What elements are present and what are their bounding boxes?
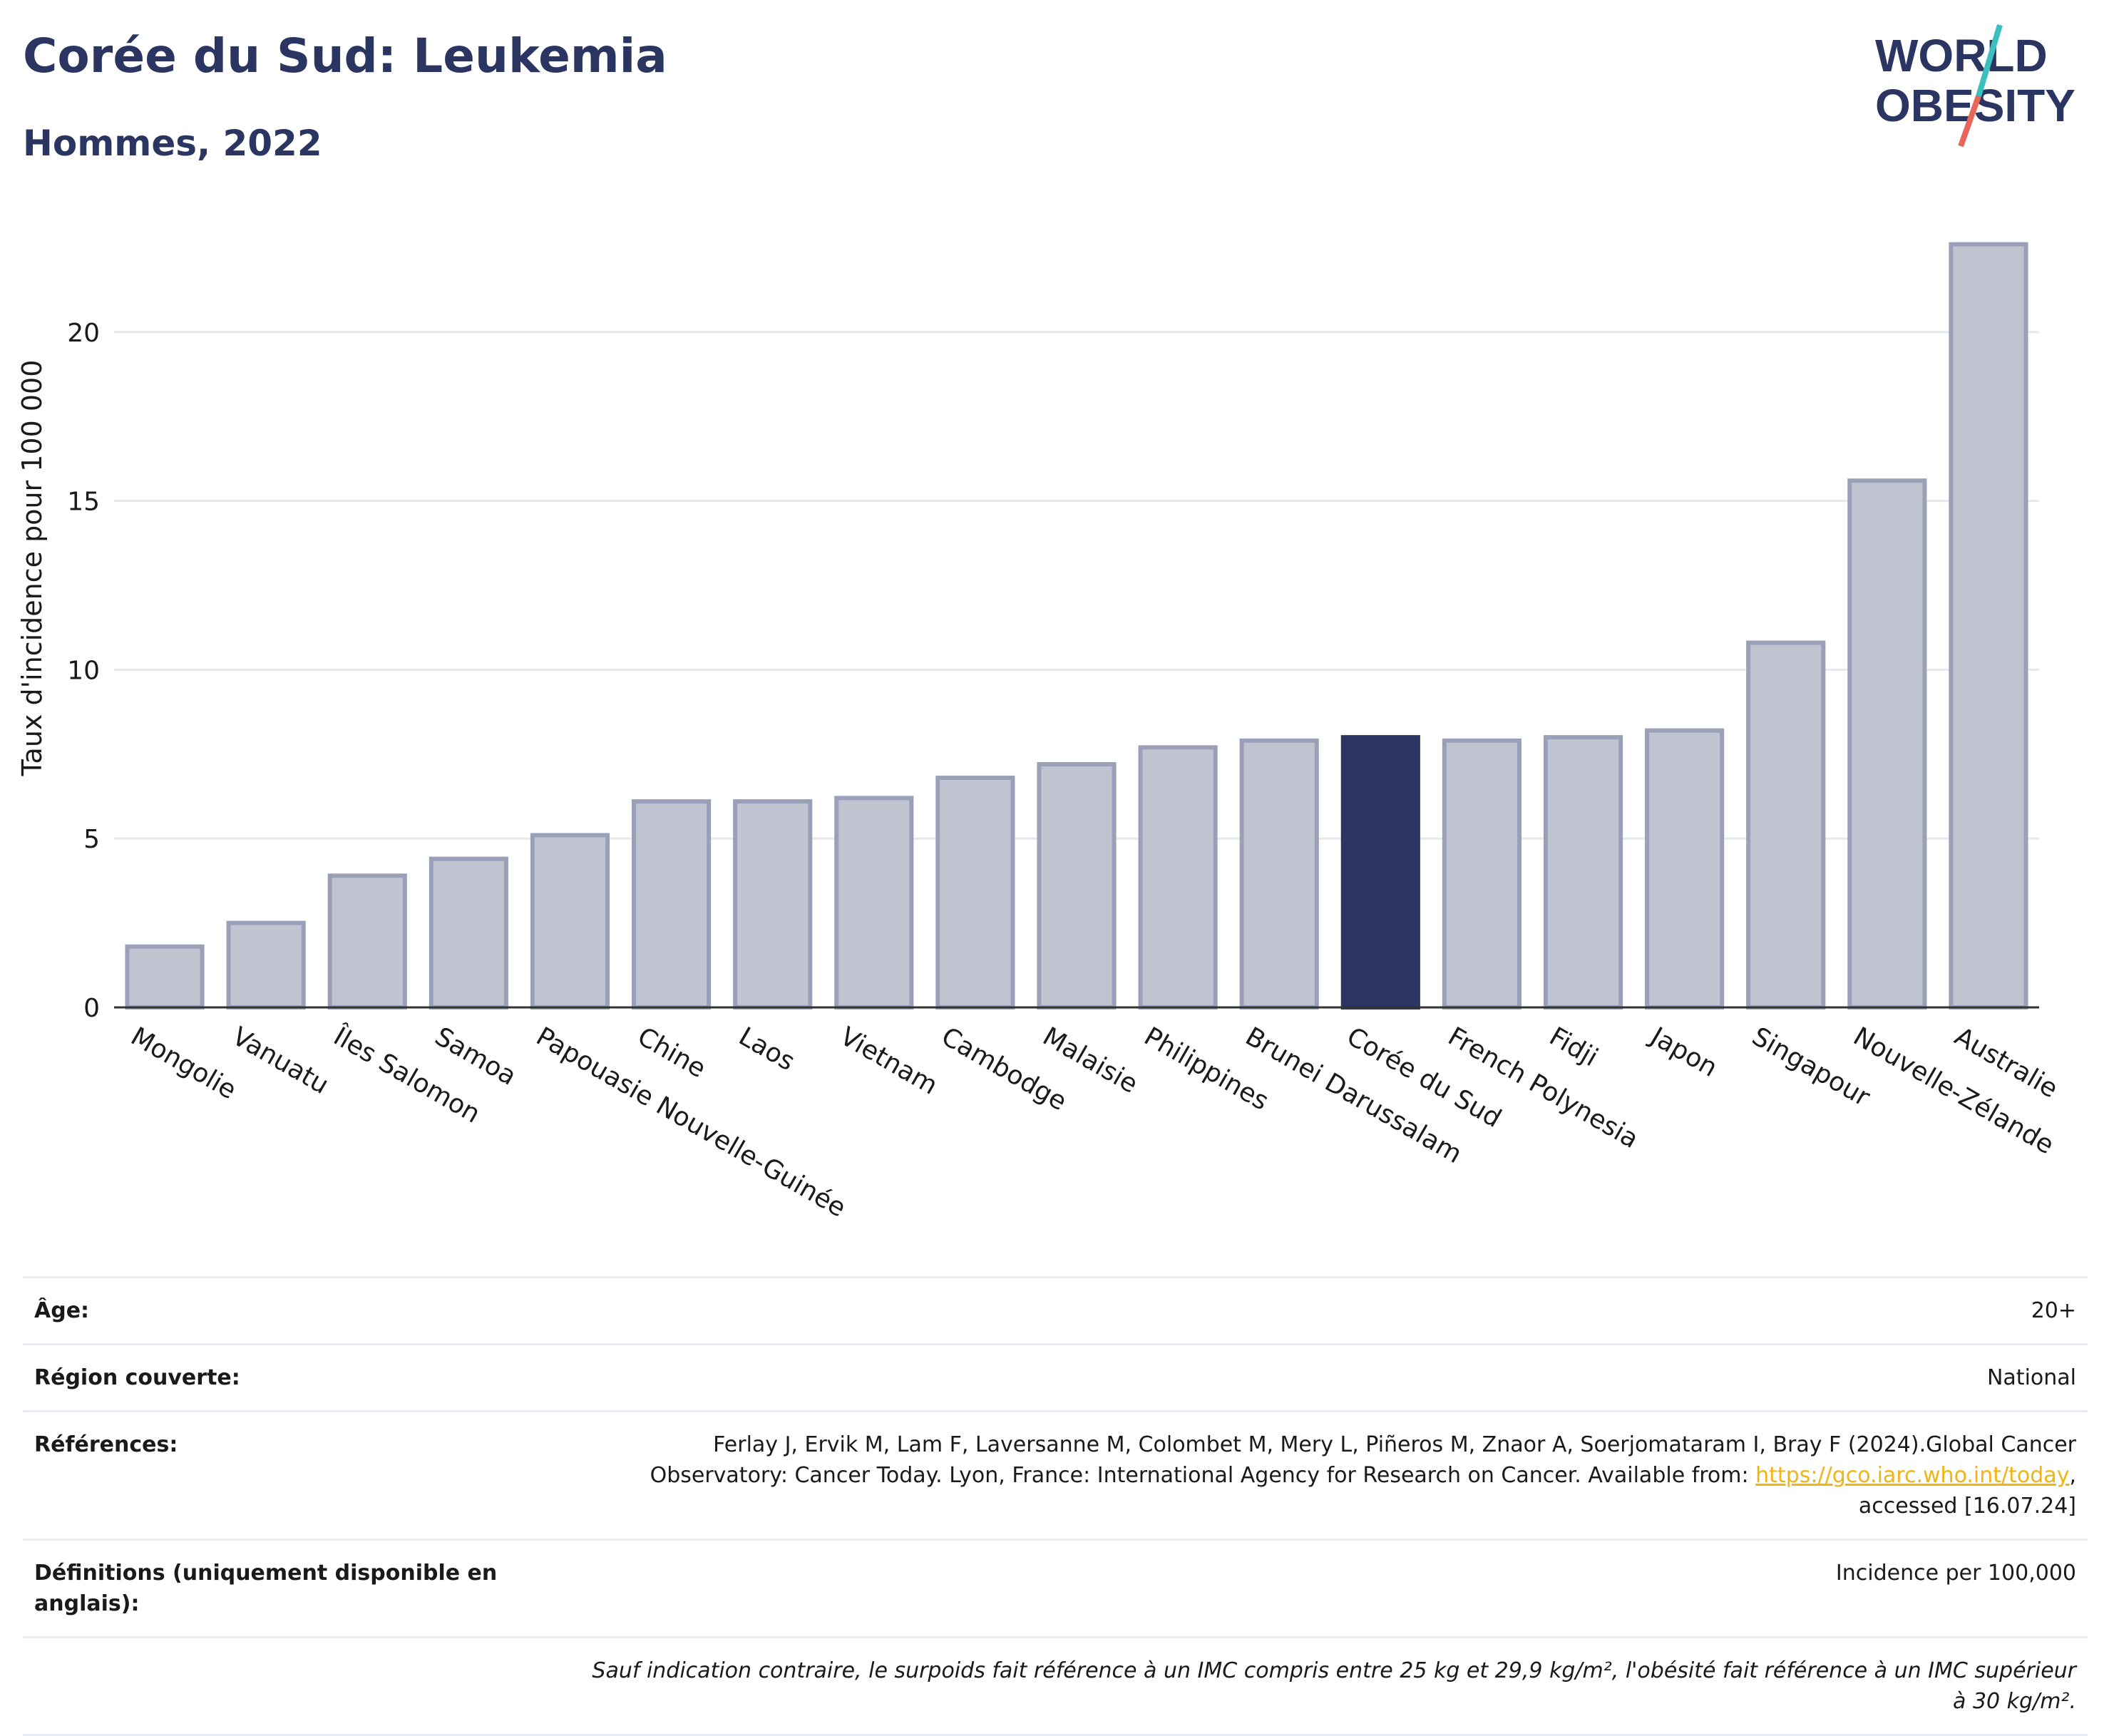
info-row-note: Sauf indication contraire, le surpoids f…: [23, 1636, 2088, 1736]
bars: [125, 242, 2028, 1010]
y-tick-labels: 0 5 10 15 20: [67, 319, 100, 1023]
y-tick-label: 10: [67, 656, 100, 685]
info-row-definitions: Définitions (uniquement disponible en an…: [23, 1539, 2088, 1636]
age-label: Âge:: [34, 1298, 90, 1323]
y-tick-label: 5: [83, 825, 100, 854]
obesity-note: Sauf indication contraire, le surpoids f…: [592, 1658, 2076, 1714]
info-row-references: Références: Ferlay J, Ervik M, Lam F, La…: [23, 1410, 2088, 1539]
world-obesity-logo: WORLD OBESITY: [1875, 24, 2075, 148]
bar: [530, 833, 610, 1010]
logo-slash-teal: [1976, 24, 2003, 98]
bar: [1847, 478, 1927, 1010]
references-line2: Observatory: Cancer Today. Lyon, France:…: [650, 1463, 1756, 1488]
bar: [632, 799, 712, 1010]
x-tick-label: Vietnam: [835, 1022, 942, 1101]
y-tick-label: 0: [83, 994, 100, 1023]
chart-title: Corée du Sud: Leukemia: [23, 29, 667, 83]
logo-slash-red: [1958, 95, 1981, 148]
bar: [1037, 761, 1117, 1010]
x-tick-label: Laos: [734, 1022, 799, 1077]
references-label: Références:: [34, 1432, 178, 1457]
age-value: 20+: [2031, 1298, 2076, 1323]
y-axis-label: Taux d'incidence pour 100 000: [16, 360, 48, 777]
bar: [429, 856, 508, 1010]
y-tick-label: 15: [67, 488, 100, 517]
bar: [1239, 738, 1319, 1010]
info-table: Âge: 20+ Région couverte: National Référ…: [23, 1276, 2088, 1736]
bar: [1645, 728, 1725, 1010]
references-value: Ferlay J, Ervik M, Lam F, Laversanne M, …: [650, 1432, 2076, 1519]
region-label: Région couverte:: [34, 1365, 240, 1390]
chart-subtitle: Hommes, 2022: [23, 123, 322, 164]
references-line3: accessed [16.07.24]: [1858, 1494, 2076, 1519]
bar: [1138, 745, 1218, 1010]
logo-line1: WORLD: [1875, 30, 2048, 81]
info-row-age: Âge: 20+: [23, 1276, 2088, 1343]
bar: [1442, 738, 1522, 1010]
x-tick-label: French Polynesia: [1443, 1022, 1643, 1154]
bar: [226, 920, 306, 1010]
bar: [125, 944, 205, 1010]
bar: [1746, 640, 1826, 1010]
bar: [1340, 735, 1420, 1010]
bar: [733, 799, 813, 1010]
bar: [935, 775, 1015, 1010]
bar: [327, 873, 407, 1010]
x-tick-label: Japon: [1644, 1021, 1722, 1083]
bar: [1949, 242, 2028, 1010]
region-value: National: [1986, 1365, 2076, 1390]
definitions-value: Incidence per 100,000: [1835, 1561, 2076, 1586]
info-row-region: Région couverte: National: [23, 1343, 2088, 1410]
y-tick-label: 20: [67, 319, 100, 348]
bar: [834, 796, 914, 1010]
bar: [1543, 735, 1623, 1010]
definitions-label: Définitions (uniquement disponible en an…: [34, 1561, 498, 1616]
references-link[interactable]: https://gco.iarc.who.int/today: [1755, 1463, 2070, 1488]
x-tick-label: Chine: [632, 1022, 711, 1084]
references-line1: Ferlay J, Ervik M, Lam F, Laversanne M, …: [713, 1432, 2076, 1457]
x-tick-label: Mongolie: [126, 1022, 242, 1105]
x-tick-label: Vanuatu: [227, 1022, 334, 1100]
x-tick-label: Fidji: [1544, 1022, 1603, 1072]
